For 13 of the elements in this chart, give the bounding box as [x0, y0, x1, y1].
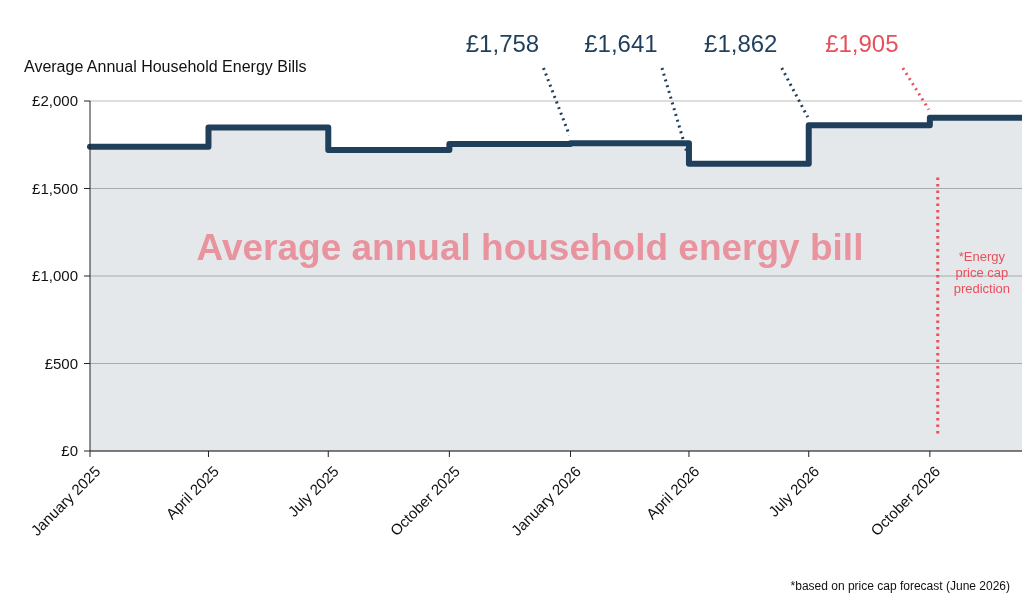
annotation: £1,905: [825, 30, 899, 57]
chart-title: Average Annual Household Energy Bills: [24, 58, 307, 75]
y-tick-label: £2,000: [32, 92, 78, 110]
y-tick-label: £1,500: [32, 179, 78, 197]
y-tick-label: £1,000: [32, 267, 78, 285]
y-tick-label: £0: [61, 442, 78, 460]
annotation: £1,862: [704, 30, 778, 57]
text: *based on price cap forecast (June 2026): [790, 579, 1010, 593]
annotation: Average annual household energy bill: [196, 227, 864, 268]
annotation: £1,758: [465, 30, 540, 57]
annotation: £1,641: [584, 30, 658, 57]
ref-line-label: *Energy price cap prediction: [953, 249, 1011, 296]
y-tick-label: £500: [44, 354, 78, 372]
